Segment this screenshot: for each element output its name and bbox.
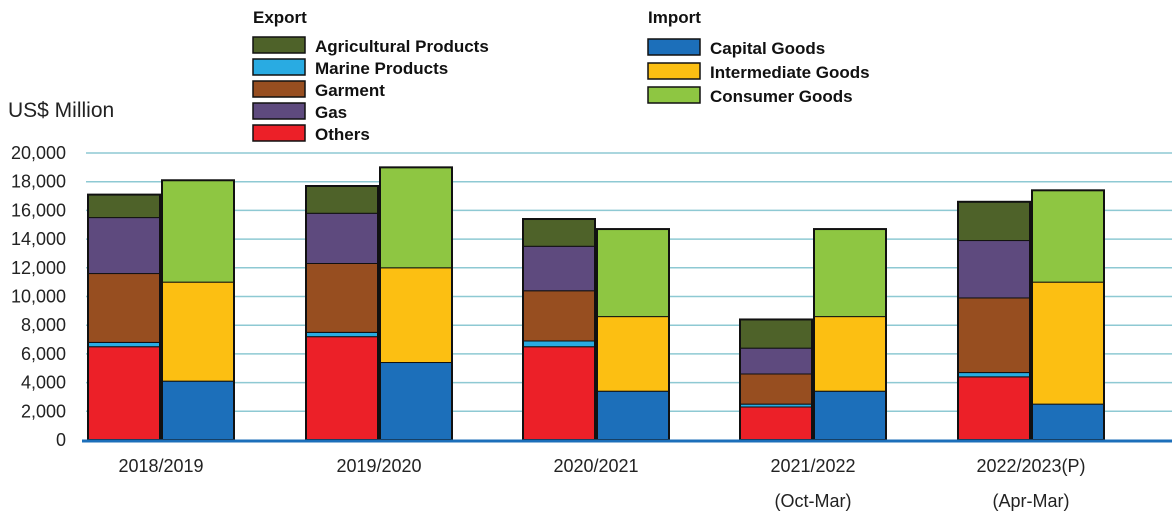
bar-segment-export-marine-products bbox=[957, 372, 1031, 378]
bar-segment-export-others bbox=[87, 346, 161, 441]
legend-swatch-capital-goods bbox=[647, 38, 701, 56]
x-tick-label: 2020/2021 bbox=[553, 456, 638, 476]
y-tick-label: 2,000 bbox=[21, 401, 66, 421]
bar-segment-export-marine-products bbox=[87, 341, 161, 348]
bar-segment-export-garment bbox=[522, 290, 596, 342]
legend-label-gas: Gas bbox=[315, 103, 347, 122]
y-tick-label: 12,000 bbox=[11, 258, 66, 278]
bar-segment-export-agricultural-products bbox=[305, 185, 379, 214]
bar-segment-import-consumer-goods bbox=[161, 179, 235, 283]
bar-segment-export-gas bbox=[739, 347, 813, 375]
bars bbox=[87, 166, 1105, 441]
bar-segment-export-agricultural-products bbox=[957, 201, 1031, 242]
bar-segment-import-intermediate-goods bbox=[813, 316, 887, 392]
y-tick-label: 8,000 bbox=[21, 315, 66, 335]
y-tick-label: 16,000 bbox=[11, 200, 66, 220]
y-tick-label: 14,000 bbox=[11, 229, 66, 249]
bar-segment-export-others bbox=[957, 376, 1031, 441]
bar-segment-export-others bbox=[305, 336, 379, 441]
x-tick-sublabel: (Apr-Mar) bbox=[993, 491, 1070, 511]
legend-swatch-intermediate-goods bbox=[647, 62, 701, 80]
bar-segment-export-gas bbox=[957, 240, 1031, 299]
legend-swatch-garment bbox=[252, 80, 306, 98]
legend-title-export: Export bbox=[253, 8, 307, 27]
legend-swatch-others bbox=[252, 124, 306, 142]
y-tick-label: 10,000 bbox=[11, 287, 66, 307]
legend-title-import: Import bbox=[648, 8, 701, 27]
x-tick-label: 2021/2022 bbox=[770, 456, 855, 476]
bar-segment-import-consumer-goods bbox=[379, 166, 453, 269]
y-tick-label: 4,000 bbox=[21, 373, 66, 393]
x-tick-sublabel: (Oct-Mar) bbox=[775, 491, 852, 511]
bar-segment-export-agricultural-products bbox=[522, 218, 596, 247]
bar-segment-import-consumer-goods bbox=[1031, 189, 1105, 283]
bar-segment-import-intermediate-goods bbox=[1031, 281, 1105, 405]
legend-swatch-marine-products bbox=[252, 58, 306, 76]
bar-segment-export-others bbox=[522, 346, 596, 441]
bar-segment-import-capital-goods bbox=[161, 380, 235, 441]
legend-swatch-agricultural-products bbox=[252, 36, 306, 54]
y-tick-label: 0 bbox=[56, 430, 66, 450]
y-tick-label: 20,000 bbox=[11, 143, 66, 163]
bar-segment-import-intermediate-goods bbox=[161, 281, 235, 382]
bar-segment-export-garment bbox=[957, 297, 1031, 374]
y-axis-unit-label: US$ Million bbox=[8, 99, 114, 122]
y-tick-label: 18,000 bbox=[11, 172, 66, 192]
bar-segment-import-capital-goods bbox=[596, 390, 670, 441]
legend-label-capital-goods: Capital Goods bbox=[710, 39, 825, 58]
x-tick-label: 2022/2023(P) bbox=[976, 456, 1085, 476]
legend-label-agricultural-products: Agricultural Products bbox=[315, 37, 489, 56]
legend-label-intermediate-goods: Intermediate Goods bbox=[710, 63, 870, 82]
legend-label-others: Others bbox=[315, 125, 370, 144]
y-tick-label: 6,000 bbox=[21, 344, 66, 364]
bar-segment-export-marine-products bbox=[305, 331, 379, 338]
bar-segment-export-gas bbox=[305, 212, 379, 264]
legend-swatch-gas bbox=[252, 102, 306, 120]
legend-swatch-consumer-goods bbox=[647, 86, 701, 104]
axes: 0 2,000 4,000 6,000 8,000 10,000 12,000 14,000 1… bbox=[11, 143, 1172, 511]
bar-segment-export-garment bbox=[739, 373, 813, 405]
bar-segment-export-garment bbox=[87, 273, 161, 343]
bar-segment-import-capital-goods bbox=[379, 362, 453, 441]
bar-segment-export-gas bbox=[522, 245, 596, 292]
bar-segment-export-garment bbox=[305, 262, 379, 333]
bar-segment-import-intermediate-goods bbox=[596, 316, 670, 392]
bar-segment-export-others bbox=[739, 406, 813, 441]
bar-segment-import-consumer-goods bbox=[813, 228, 887, 318]
legend-label-consumer-goods: Consumer Goods bbox=[710, 87, 853, 106]
bar-segment-export-marine-products bbox=[522, 340, 596, 348]
bar-segment-import-capital-goods bbox=[1031, 403, 1105, 441]
legend-label-marine-products: Marine Products bbox=[315, 59, 448, 78]
x-tick-label: 2019/2020 bbox=[336, 456, 421, 476]
bar-segment-export-agricultural-products bbox=[87, 194, 161, 219]
legend-label-garment: Garment bbox=[315, 81, 385, 100]
x-tick-label: 2018/2019 bbox=[118, 456, 203, 476]
bar-segment-import-consumer-goods bbox=[596, 228, 670, 318]
bar-segment-export-gas bbox=[87, 217, 161, 275]
legend: Export Agricultural Products Marine Produc… bbox=[252, 8, 870, 144]
bar-segment-import-intermediate-goods bbox=[379, 267, 453, 364]
bar-segment-import-capital-goods bbox=[813, 390, 887, 441]
bar-segment-export-agricultural-products bbox=[739, 318, 813, 349]
